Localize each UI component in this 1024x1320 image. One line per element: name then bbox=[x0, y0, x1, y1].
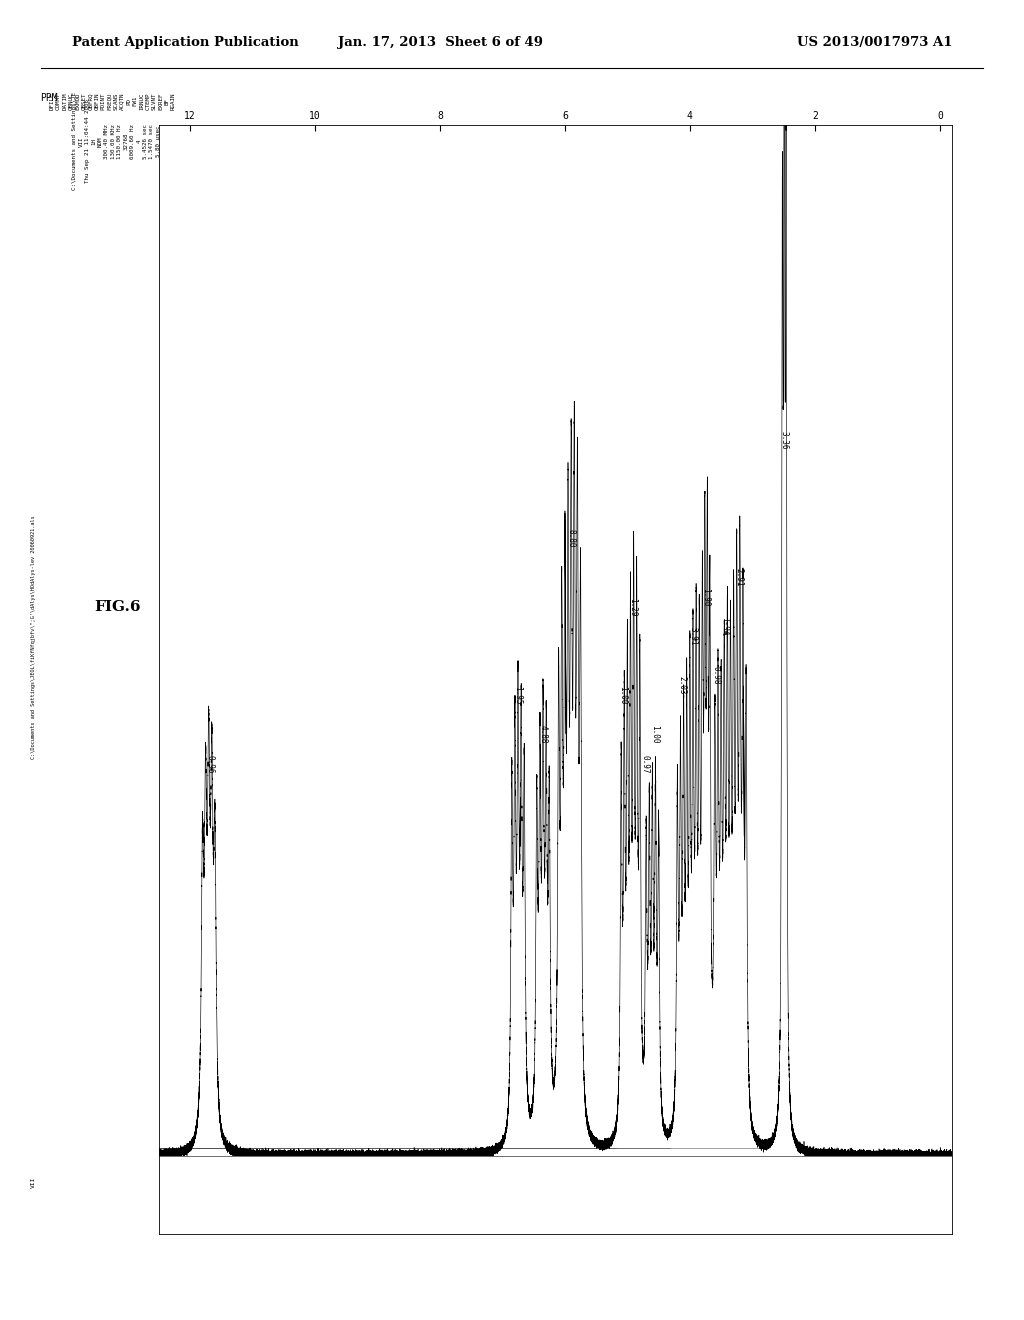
Text: US 2013/0017973 A1: US 2013/0017973 A1 bbox=[797, 37, 952, 49]
Text: 2.03: 2.03 bbox=[678, 676, 687, 694]
Text: 1.29: 1.29 bbox=[628, 598, 637, 616]
Text: C:\Documents and Settings\JEOL\fiKfNfqjbfv\";G'\dAlys\HOdAlys-lev 20060921.als: C:\Documents and Settings\JEOL\fiKfNfqjb… bbox=[31, 515, 36, 759]
Text: 1.95: 1.95 bbox=[513, 686, 522, 705]
Text: Patent Application Publication: Patent Application Publication bbox=[72, 37, 298, 49]
Text: 0.98: 0.98 bbox=[712, 667, 721, 685]
Text: 1.00: 1.00 bbox=[617, 686, 627, 705]
Text: Jan. 17, 2013  Sheet 6 of 49: Jan. 17, 2013 Sheet 6 of 49 bbox=[338, 37, 543, 49]
Text: 3.36: 3.36 bbox=[779, 430, 788, 449]
Text: 2.91: 2.91 bbox=[734, 568, 743, 586]
Text: 0.97: 0.97 bbox=[640, 755, 649, 774]
Text: 1.94: 1.94 bbox=[720, 618, 729, 636]
Text: 1.90: 1.90 bbox=[701, 587, 711, 606]
Text: 3.91: 3.91 bbox=[688, 627, 697, 645]
Text: 8.80: 8.80 bbox=[566, 529, 575, 548]
Text: VII: VII bbox=[31, 1177, 36, 1188]
Text: DFILE
COMMT
DATIM
OBNUC
EXMOD
OBSET
OBFRQ
OBFIN
POINT
FREQU
SCANS
ACQTN
PD
FW1
I: DFILE COMMT DATIM OBNUC EXMOD OBSET OBFR… bbox=[49, 92, 176, 110]
Text: PPM: PPM bbox=[40, 94, 57, 103]
Text: 4.88: 4.88 bbox=[539, 725, 548, 743]
Text: FIG.6: FIG.6 bbox=[94, 601, 140, 614]
Text: C:\Documents and Settings\JE
VII
Thu Sep 21 11:04:44 2006
1H
NOM
300.40 MHz
130.: C:\Documents and Settings\JE VII Thu Sep… bbox=[73, 92, 199, 190]
Text: 0.96: 0.96 bbox=[206, 755, 214, 774]
Text: 1.00: 1.00 bbox=[650, 725, 658, 743]
